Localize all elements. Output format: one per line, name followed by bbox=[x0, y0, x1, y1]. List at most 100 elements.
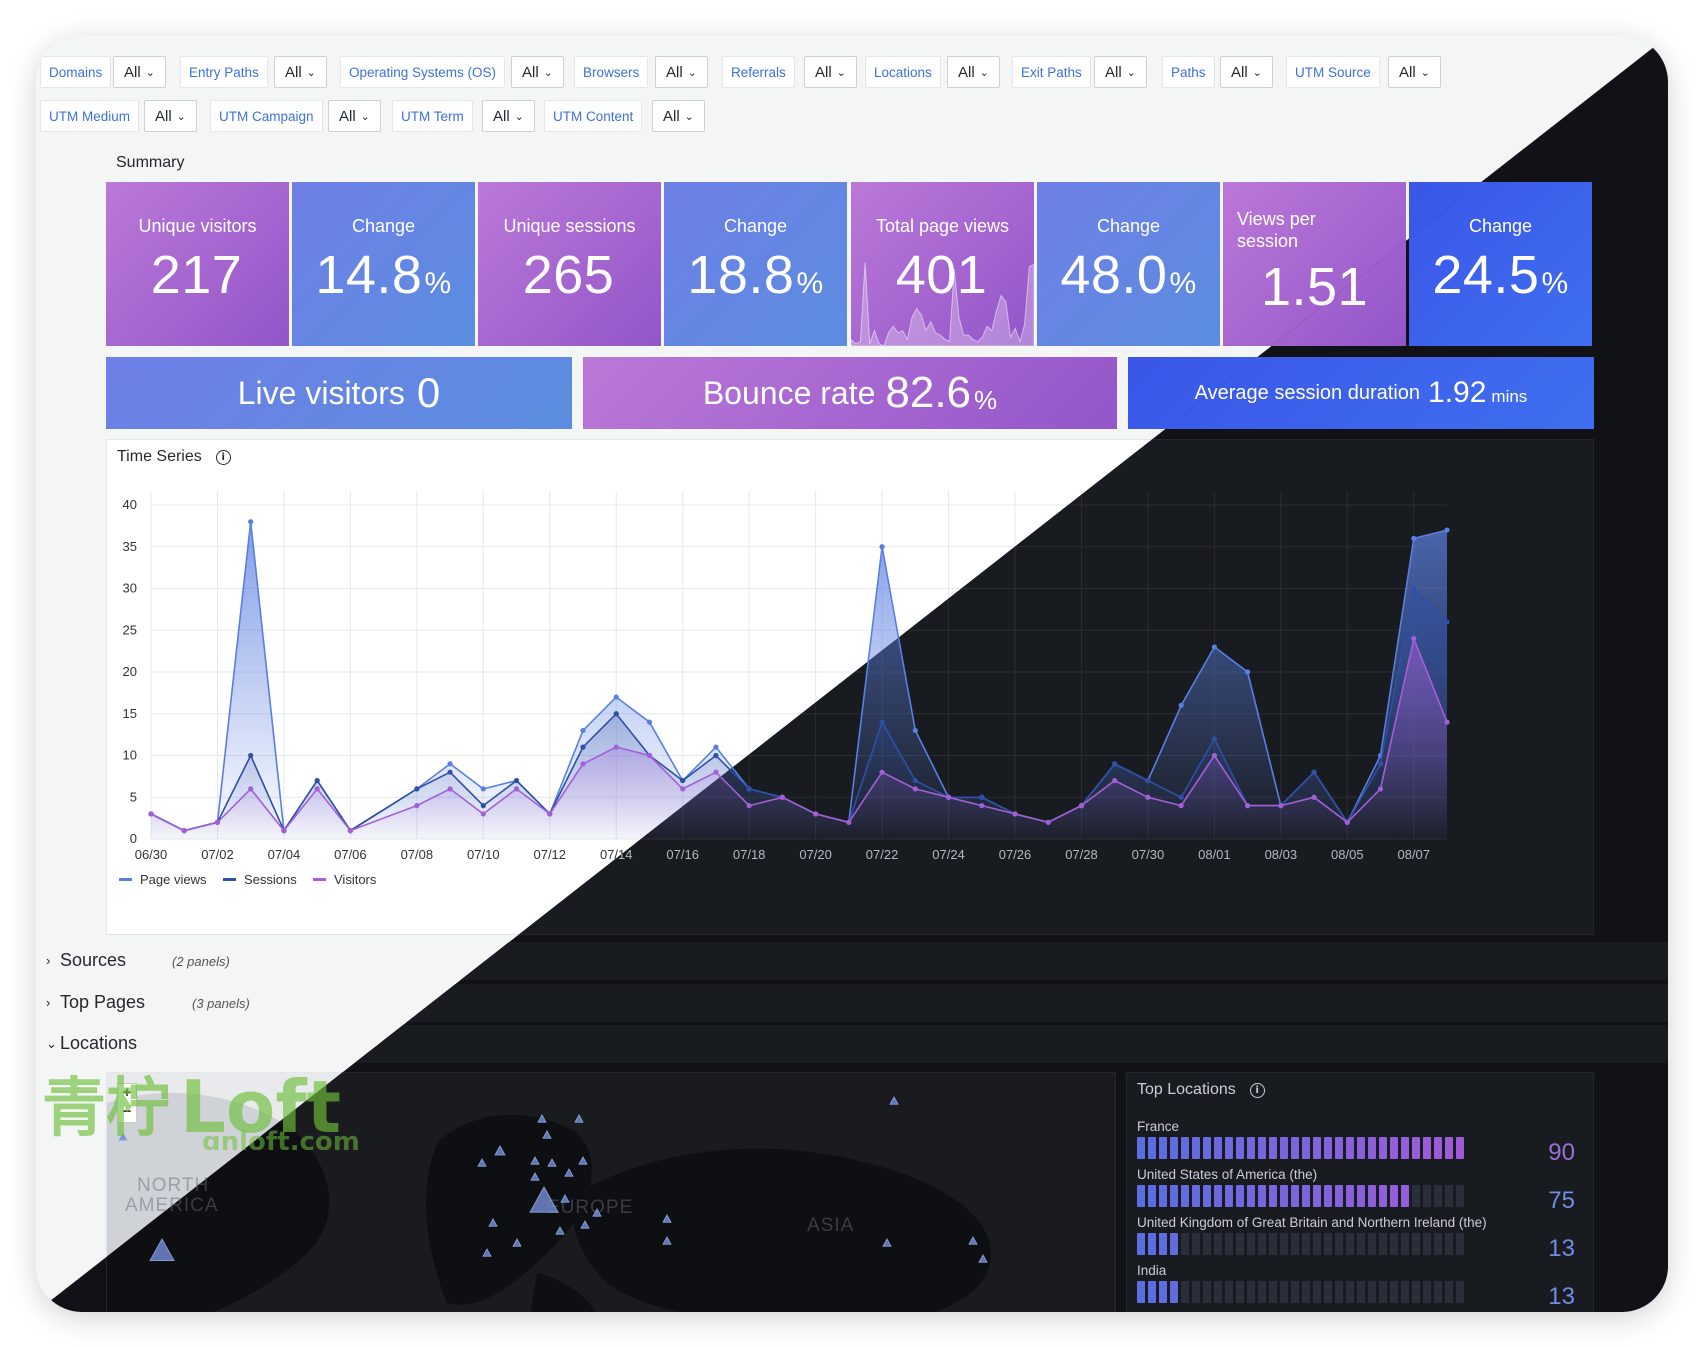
data-point[interactable] bbox=[680, 786, 686, 792]
data-point[interactable] bbox=[1211, 644, 1217, 650]
data-point[interactable] bbox=[580, 761, 586, 767]
data-point[interactable] bbox=[713, 752, 719, 759]
location-marker[interactable] bbox=[149, 1238, 175, 1261]
location-marker[interactable] bbox=[512, 1238, 522, 1247]
data-point[interactable] bbox=[879, 719, 885, 725]
data-point[interactable] bbox=[1311, 769, 1317, 775]
location-marker[interactable] bbox=[494, 1145, 506, 1156]
data-point[interactable] bbox=[1278, 803, 1284, 809]
location-marker[interactable] bbox=[482, 1248, 492, 1257]
data-point[interactable] bbox=[979, 794, 985, 800]
location-marker[interactable] bbox=[882, 1238, 892, 1247]
data-point[interactable] bbox=[1045, 819, 1051, 825]
data-point[interactable] bbox=[813, 811, 819, 817]
location-marker[interactable] bbox=[968, 1236, 978, 1245]
data-point[interactable] bbox=[613, 711, 619, 717]
data-point[interactable] bbox=[480, 786, 486, 792]
data-point[interactable] bbox=[1444, 719, 1450, 725]
light-filter-select-1[interactable]: All ⌄ bbox=[274, 56, 327, 88]
location-marker[interactable] bbox=[564, 1168, 574, 1177]
data-point[interactable] bbox=[646, 752, 653, 759]
location-marker[interactable] bbox=[889, 1096, 899, 1105]
data-point[interactable] bbox=[1211, 736, 1217, 742]
data-point[interactable] bbox=[248, 519, 254, 525]
data-point[interactable] bbox=[879, 544, 885, 550]
data-point[interactable] bbox=[1145, 777, 1151, 784]
light-filter-select-10[interactable]: All ⌄ bbox=[328, 100, 381, 132]
light-filter-select-5[interactable]: All ⌄ bbox=[947, 56, 1000, 88]
location-marker[interactable] bbox=[555, 1226, 565, 1235]
data-point[interactable] bbox=[1211, 752, 1217, 759]
data-point[interactable] bbox=[912, 777, 918, 784]
data-point[interactable] bbox=[1112, 777, 1118, 784]
data-point[interactable] bbox=[314, 786, 320, 792]
location-marker[interactable] bbox=[662, 1236, 672, 1245]
light-filter-select-9[interactable]: All ⌄ bbox=[144, 100, 197, 132]
data-point[interactable] bbox=[912, 727, 918, 734]
data-point[interactable] bbox=[1311, 794, 1317, 800]
data-point[interactable] bbox=[447, 786, 453, 792]
location-marker[interactable] bbox=[574, 1114, 584, 1123]
location-marker[interactable] bbox=[529, 1186, 559, 1213]
data-point[interactable] bbox=[1344, 819, 1350, 825]
data-point[interactable] bbox=[613, 744, 619, 750]
data-point[interactable] bbox=[214, 819, 221, 825]
data-point[interactable] bbox=[1245, 803, 1251, 809]
data-point[interactable] bbox=[1377, 761, 1384, 767]
data-point[interactable] bbox=[513, 786, 520, 792]
location-marker[interactable] bbox=[662, 1214, 672, 1223]
zoom-out-button[interactable]: − bbox=[122, 1103, 132, 1120]
data-point[interactable] bbox=[746, 803, 752, 809]
data-point[interactable] bbox=[181, 828, 187, 834]
light-filter-select-8[interactable]: All ⌄ bbox=[1388, 56, 1441, 88]
data-point[interactable] bbox=[148, 811, 154, 817]
light-filter-select-3[interactable]: All ⌄ bbox=[655, 56, 708, 88]
location-marker[interactable] bbox=[978, 1254, 988, 1263]
data-point[interactable] bbox=[447, 761, 453, 767]
data-point[interactable] bbox=[480, 811, 486, 817]
data-point[interactable] bbox=[912, 786, 918, 792]
location-marker[interactable] bbox=[560, 1194, 570, 1203]
data-point[interactable] bbox=[1178, 803, 1184, 809]
data-point[interactable] bbox=[646, 719, 653, 725]
zoom-in-button[interactable]: + bbox=[122, 1084, 132, 1101]
data-point[interactable] bbox=[347, 828, 353, 834]
light-filter-select-11[interactable]: All ⌄ bbox=[482, 100, 535, 132]
legend-item[interactable]: Visitors bbox=[313, 872, 377, 887]
data-point[interactable] bbox=[547, 811, 553, 817]
data-point[interactable] bbox=[580, 727, 586, 734]
data-point[interactable] bbox=[1012, 811, 1018, 817]
data-point[interactable] bbox=[713, 744, 719, 750]
data-point[interactable] bbox=[846, 819, 852, 825]
location-marker[interactable] bbox=[530, 1172, 540, 1181]
world-map[interactable]: NORTHAMERICAEUROPEASIA bbox=[107, 1073, 1116, 1312]
location-marker[interactable] bbox=[578, 1156, 588, 1165]
data-point[interactable] bbox=[1411, 636, 1417, 642]
light-filter-select-12[interactable]: All ⌄ bbox=[652, 100, 705, 132]
data-point[interactable] bbox=[1245, 669, 1251, 675]
data-point[interactable] bbox=[945, 794, 952, 800]
data-point[interactable] bbox=[1411, 585, 1417, 592]
data-point[interactable] bbox=[879, 769, 885, 775]
data-point[interactable] bbox=[1078, 803, 1085, 809]
data-point[interactable] bbox=[248, 786, 254, 792]
light-filter-select-6[interactable]: All ⌄ bbox=[1094, 56, 1147, 88]
location-marker[interactable] bbox=[580, 1220, 590, 1229]
light-filter-select-7[interactable]: All ⌄ bbox=[1220, 56, 1273, 88]
data-point[interactable] bbox=[779, 794, 785, 800]
location-marker[interactable] bbox=[530, 1156, 540, 1165]
data-point[interactable] bbox=[1178, 702, 1184, 708]
light-filter-select-4[interactable]: All ⌄ bbox=[804, 56, 857, 88]
location-marker[interactable] bbox=[542, 1130, 552, 1139]
light-filter-select-0[interactable]: All ⌄ bbox=[113, 56, 166, 88]
data-point[interactable] bbox=[1112, 761, 1118, 767]
data-point[interactable] bbox=[447, 769, 453, 775]
data-point[interactable] bbox=[1377, 786, 1384, 792]
data-point[interactable] bbox=[746, 786, 752, 792]
data-point[interactable] bbox=[513, 777, 520, 784]
data-point[interactable] bbox=[680, 777, 686, 784]
location-marker[interactable] bbox=[477, 1158, 487, 1167]
data-point[interactable] bbox=[580, 744, 586, 750]
data-point[interactable] bbox=[713, 769, 719, 775]
data-point[interactable] bbox=[248, 752, 254, 759]
